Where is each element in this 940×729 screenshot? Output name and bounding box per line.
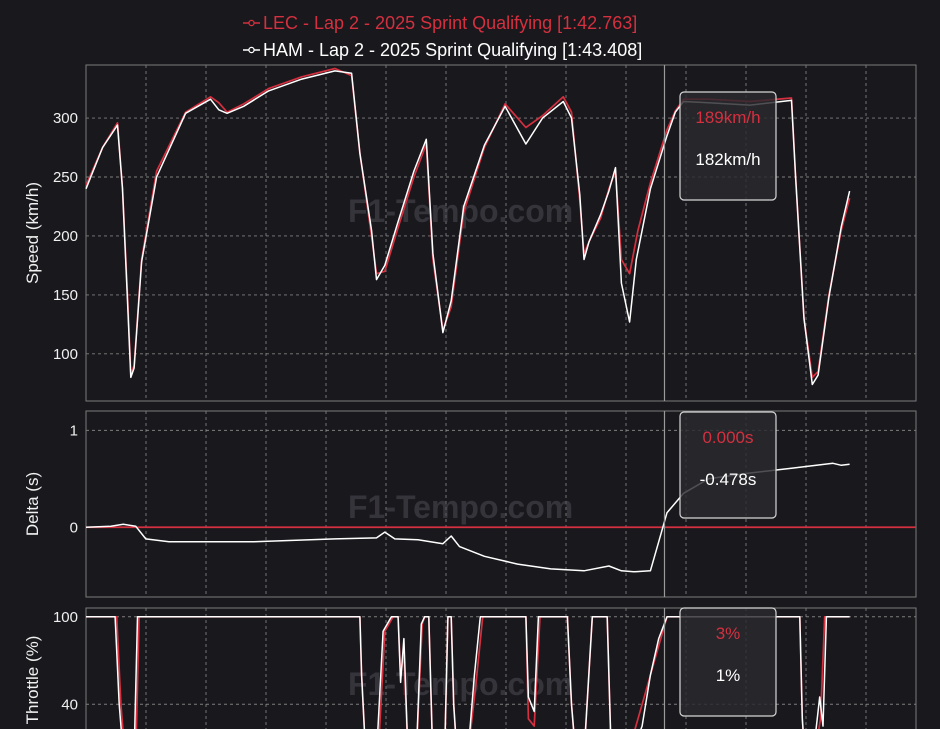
legend-item-ham[interactable]: HAM - Lap 2 - 2025 Sprint Qualifying [1:… — [243, 40, 642, 60]
throttle-series — [86, 615, 850, 729]
throttle-frame — [85, 607, 917, 729]
delta-panel: F1-Tempo.com 01 Delta (s) — [23, 410, 917, 598]
speed-y-axis-label: Speed (km/h) — [23, 182, 42, 284]
delta-tooltip: 0.000s -0.478s — [679, 411, 777, 519]
legend-label-ham: HAM - Lap 2 - 2025 Sprint Qualifying [1:… — [263, 40, 642, 60]
throttle-y-tick-label: 100 — [53, 609, 78, 626]
speed-y-tick-label: 100 — [53, 346, 78, 363]
speed-frame — [85, 64, 917, 402]
speed-y-tick-label: 150 — [53, 287, 78, 304]
speed-y-tick-label: 300 — [53, 110, 78, 127]
throttle-tooltip-ham: 1% — [716, 666, 741, 685]
speed-y-ticks: 100 150 200 250 300 — [53, 110, 78, 363]
delta-y-ticks: 01 — [70, 422, 78, 536]
throttle-y-ticks: 40 100 — [53, 609, 78, 714]
throttle-tooltip-box — [679, 607, 777, 717]
hover-cursor[interactable]: 189km/h 182km/h 0.000s -0.478s 3% 1% — [663, 65, 777, 729]
watermark-delta: F1-Tempo.com — [348, 489, 573, 525]
delta-y-axis-label: Delta (s) — [23, 472, 42, 536]
delta-y-tick-label: 0 — [70, 519, 78, 536]
throttle-series-ham — [86, 616, 850, 729]
throttle-tooltip-lec: 3% — [716, 624, 741, 643]
throttle-y-tick-label: 40 — [61, 696, 78, 713]
legend-item-lec[interactable]: LEC - Lap 2 - 2025 Sprint Qualifying [1:… — [243, 13, 637, 33]
delta-y-tick-label: 1 — [70, 422, 78, 439]
speed-grid — [86, 65, 916, 401]
speed-y-tick-label: 200 — [53, 228, 78, 245]
delta-frame — [85, 410, 917, 598]
speed-tooltip-ham: 182km/h — [695, 150, 760, 169]
speed-tooltip: 189km/h 182km/h — [679, 91, 777, 201]
delta-tooltip-box — [679, 411, 777, 519]
throttle-tooltip: 3% 1% — [679, 607, 777, 717]
legend[interactable]: LEC - Lap 2 - 2025 Sprint Qualifying [1:… — [243, 13, 642, 60]
throttle-series-lec — [86, 615, 850, 729]
speed-panel: F1-Tempo.com 100 150 200 250 300 Speed (km/h… — [23, 64, 917, 402]
watermark-speed: F1-Tempo.com — [348, 193, 573, 229]
speed-tooltip-box — [679, 91, 777, 201]
legend-label-lec: LEC - Lap 2 - 2025 Sprint Qualifying [1:… — [263, 13, 637, 33]
delta-tooltip-lec: 0.000s — [702, 428, 753, 447]
delta-tooltip-ham: -0.478s — [700, 470, 757, 489]
throttle-y-axis-label: Throttle (%) — [23, 636, 42, 725]
speed-tooltip-lec: 189km/h — [695, 108, 760, 127]
speed-y-tick-label: 250 — [53, 169, 78, 186]
